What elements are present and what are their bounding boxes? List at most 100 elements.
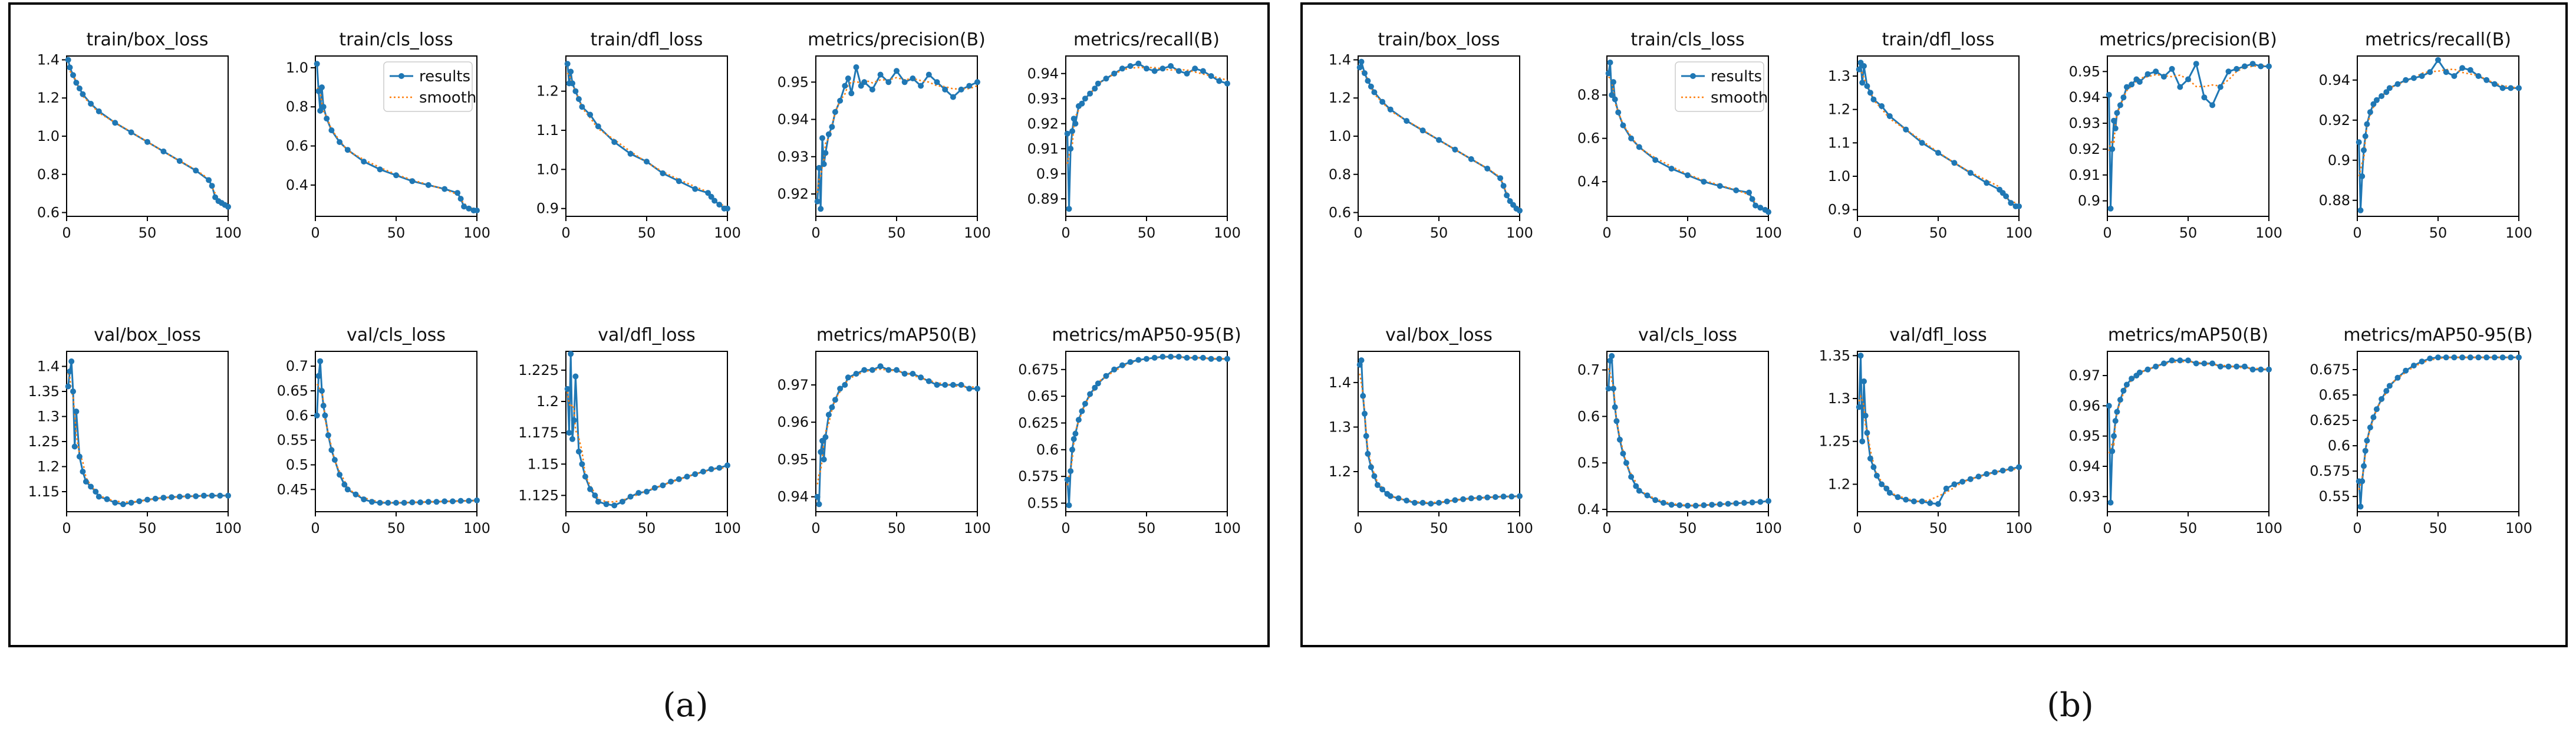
p1-s4-point <box>2373 97 2380 103</box>
p1-s4-xtick-label: 0 <box>2353 225 2361 241</box>
p1-s9-point <box>2394 374 2401 381</box>
p1-s0-point <box>1379 98 1386 105</box>
p1-s5-point <box>1379 486 1386 493</box>
p0-s6-point <box>401 499 407 506</box>
p1-s5-point <box>1371 473 1378 479</box>
p1-s7-point <box>1951 481 1958 488</box>
p0-s6-ytick-label: 0.7 <box>286 358 308 374</box>
p1-s4-point <box>2383 89 2390 96</box>
p0-s9-point <box>1092 384 1098 391</box>
p1-s5-point <box>1444 498 1450 505</box>
p0-s9-point <box>1159 354 1166 360</box>
p1-s7-subplot: val/dfl_loss 0 50 100 1.2 1.25 1.3 1.35 <box>1819 325 2033 536</box>
p1-s5-point <box>1468 495 1474 502</box>
p0-s8-point <box>814 493 821 500</box>
p1-s1-point <box>1620 122 1626 129</box>
p0-s8-smooth-line <box>816 368 978 485</box>
p0-s4-point <box>1135 60 1142 67</box>
p1-s9-point <box>2379 396 2385 402</box>
p0-s7-point <box>564 386 571 392</box>
p1-s9-point <box>2499 354 2506 361</box>
p0-s6-point <box>385 499 391 506</box>
p0-s0-axes-frame <box>66 55 229 217</box>
p0-s1-point <box>315 88 322 94</box>
p0-s9-point <box>1095 380 1101 387</box>
legend-box <box>1675 61 1764 112</box>
p0-s4-point <box>1216 78 1223 84</box>
p1-s7-ytick-label: 1.25 <box>1819 433 1850 450</box>
p0-s5-xtick-label: 50 <box>139 520 157 536</box>
p1-s4-ytick-label: 0.92 <box>2319 112 2350 129</box>
p1-s6-point <box>1616 436 1623 443</box>
p1-s2-point <box>1861 63 1867 69</box>
p1-s1-point <box>1765 209 1771 215</box>
p1-s9-point <box>2491 354 2498 361</box>
p1-s1-ytick-label: 0.6 <box>1577 130 1600 147</box>
p1-s2-point <box>1984 180 1990 186</box>
p0-s6-xtick-label: 100 <box>463 520 490 536</box>
p1-s0-ytick-label: 0.8 <box>1329 166 1351 183</box>
p1-s5-title: val/box_loss <box>1385 325 1493 345</box>
p0-s0-ytick-label: 0.8 <box>37 166 60 183</box>
p0-s3-subplot: metrics/precision(B) 0 50 100 0.92 0.93 0.94 0.… <box>778 29 991 241</box>
p1-s9-ytick-label: 0.55 <box>2319 488 2350 505</box>
p1-s9-point <box>2359 478 2366 485</box>
p0-s8-point <box>942 381 948 388</box>
p1-s2-point <box>1903 126 1909 133</box>
p1-s4-point <box>2364 121 2370 127</box>
p0-s4-ytick-label: 0.89 <box>1027 190 1059 207</box>
p0-s4-point <box>1144 65 1149 72</box>
p0-s8-point <box>816 501 822 508</box>
p0-s2-point <box>660 170 666 176</box>
p1-s5-ytick-label: 1.3 <box>1329 419 1351 435</box>
p0-s8-xtick-label: 100 <box>964 520 991 536</box>
p0-s2-xtick-label: 50 <box>638 225 656 241</box>
p0-s2-point <box>611 139 618 145</box>
p1-s0-ytick-label: 0.6 <box>1329 205 1351 221</box>
p1-s4-point <box>2394 81 2401 87</box>
p0-s5-point <box>71 443 78 450</box>
p1-s8-point <box>2217 363 2223 370</box>
p0-s1-point <box>317 107 324 114</box>
p1-s7-axes-frame <box>1857 351 2020 512</box>
p1-s2-ytick-label: 1.1 <box>1828 134 1850 151</box>
p1-s3-ytick-label: 0.93 <box>2069 115 2100 131</box>
p1-s1-subplot: train/cls_loss 0 50 100 0.4 0.6 0.8 results smoo… <box>1577 29 1782 241</box>
p1-s4-xtick-label: 50 <box>2429 225 2447 241</box>
p0-s3-point <box>845 75 851 81</box>
p0-s9-point <box>1070 436 1077 442</box>
p1-s4-point <box>2435 57 2441 63</box>
p0-s3-point <box>848 90 855 97</box>
p1-s7-point <box>1991 469 1998 476</box>
p1-s2-point <box>1886 113 1893 119</box>
p0-s9-point <box>1200 354 1206 361</box>
p1-s5-point <box>1492 494 1498 500</box>
p1-s9-point <box>2451 354 2458 361</box>
p1-s0-point <box>1468 156 1474 162</box>
p0-s4-point <box>1151 68 1158 74</box>
p1-s1-point <box>1701 179 1707 185</box>
p1-s2-xtick-label: 50 <box>1929 225 1948 241</box>
p1-s7-point <box>1867 455 1873 462</box>
p0-s2-subplot: train/dfl_loss 0 50 100 0.9 1.0 1.1 1.2 <box>536 29 741 241</box>
p0-s3-point <box>822 150 829 156</box>
p1-s6-smooth-line <box>1607 368 1769 506</box>
panel-b-frame <box>1300 2 2568 647</box>
p1-s3-point <box>2109 146 2116 152</box>
p1-s9-point <box>2403 367 2409 374</box>
p1-s8-xtick-label: 50 <box>2179 520 2198 536</box>
p0-s4-point <box>1200 68 1206 74</box>
p1-s5-point <box>1517 493 1523 499</box>
p0-s3-point <box>821 161 827 167</box>
p1-s7-xtick-label: 100 <box>2005 520 2033 536</box>
p0-s7-point <box>619 499 625 505</box>
p1-s7-point <box>2016 464 2022 470</box>
p1-s4-point <box>2379 93 2385 99</box>
p0-s5-ytick-label: 1.15 <box>28 483 60 500</box>
p1-s9-point <box>2467 354 2473 361</box>
p0-s8-point <box>974 386 980 392</box>
p1-s8-point <box>2225 363 2232 370</box>
p1-s6-ytick-label: 0.6 <box>1577 408 1600 424</box>
p0-s1-point <box>377 166 383 173</box>
p0-s7-point <box>708 466 714 472</box>
